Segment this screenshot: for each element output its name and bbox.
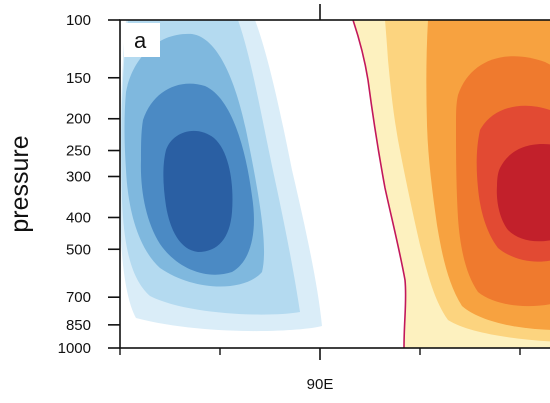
y-axis: 100 150 200 250 300 400 500 700 850 1000	[58, 12, 120, 357]
panel-label-box	[124, 23, 160, 57]
y-tick-label-250: 250	[66, 143, 91, 160]
contour-fills	[120, 20, 550, 348]
x-axis: 90E	[119, 4, 521, 393]
panel-label: a	[134, 28, 147, 53]
y-tick-label-850: 850	[66, 317, 91, 334]
y-tick-label-200: 200	[66, 111, 91, 128]
y-tick-label-150: 150	[66, 70, 91, 87]
y-tick-label-1000: 1000	[58, 340, 91, 357]
y-tick-label-500: 500	[66, 241, 91, 258]
plot-frame	[119, 19, 550, 349]
y-tick-label-300: 300	[66, 168, 91, 185]
y-axis-title: pressure	[6, 135, 34, 232]
positive-contour-6	[496, 144, 550, 242]
y-tick-label-400: 400	[66, 209, 91, 226]
y-tick-label-700: 700	[66, 289, 91, 306]
zero-contour-line	[352, 20, 407, 348]
x-tick-label-90e: 90E	[307, 376, 334, 393]
y-tick-label-100: 100	[66, 12, 91, 29]
negative-contour-5	[163, 130, 233, 252]
